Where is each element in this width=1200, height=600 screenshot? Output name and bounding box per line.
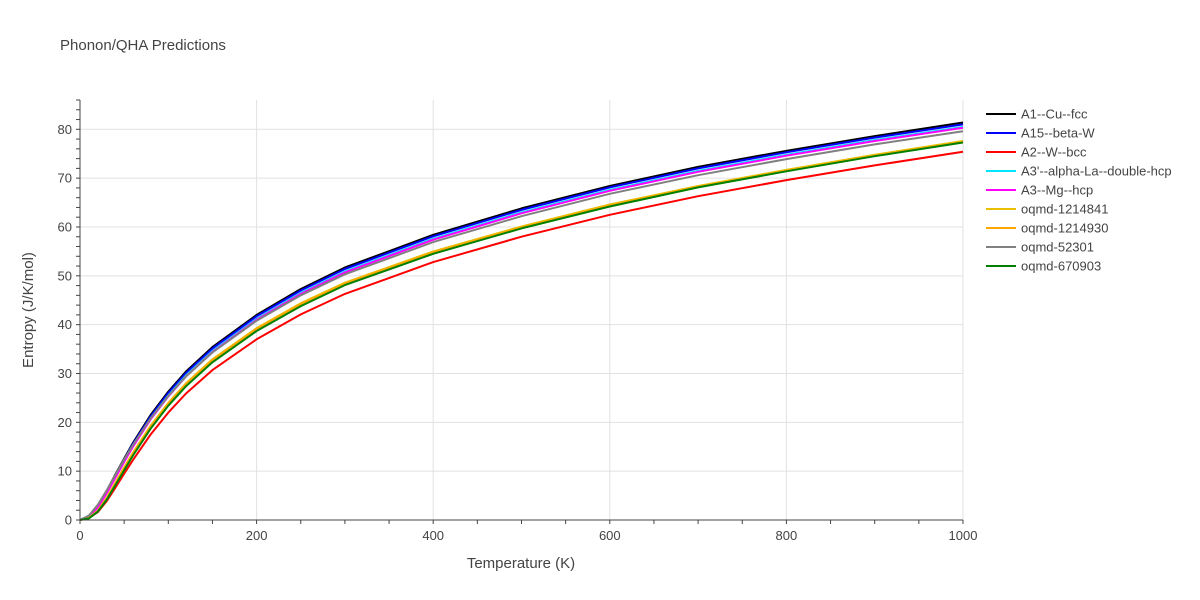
y-tick-label: 40 <box>58 317 72 332</box>
series-line-4[interactable] <box>79 126 964 521</box>
series-line-1[interactable] <box>79 123 964 521</box>
legend-label: oqmd-1214841 <box>1021 202 1108 217</box>
series-line-7[interactable] <box>79 130 964 521</box>
legend-item[interactable]: A2--W--bcc <box>986 145 1087 160</box>
legend-label: A2--W--bcc <box>1021 145 1087 160</box>
x-tick-label: 800 <box>776 528 798 543</box>
legend-label: A3--Mg--hcp <box>1021 183 1093 198</box>
y-tick-label: 30 <box>58 366 72 381</box>
y-tick-label: 0 <box>65 513 72 528</box>
grid <box>80 100 964 520</box>
y-tick-label: 80 <box>58 122 72 137</box>
series-line-2[interactable] <box>79 150 964 521</box>
x-tick-label: 400 <box>422 528 444 543</box>
legend-item[interactable]: oqmd-1214841 <box>986 202 1108 217</box>
x-tick-label: 600 <box>599 528 621 543</box>
legend-item[interactable]: oqmd-52301 <box>986 240 1094 255</box>
series-line-0[interactable] <box>79 121 964 521</box>
legend-label: A3'--alpha-La--double-hcp <box>1021 164 1172 179</box>
y-tick-label: 50 <box>58 268 72 283</box>
y-axis-title: Entropy (J/K/mol) <box>20 252 37 368</box>
series-line-3[interactable] <box>79 125 964 521</box>
legend-item[interactable]: A1--Cu--fcc <box>986 107 1088 122</box>
chart-title: Phonon/QHA Predictions <box>60 37 226 54</box>
legend-item[interactable]: oqmd-670903 <box>986 259 1101 274</box>
series-line-6[interactable] <box>79 141 964 521</box>
y-tick-label: 60 <box>58 219 72 234</box>
legend[interactable]: A1--Cu--fcc A15--beta-W A2--W--bcc A3'--alp… <box>986 107 1172 274</box>
legend-label: oqmd-52301 <box>1021 240 1094 255</box>
y-tick-label: 20 <box>58 415 72 430</box>
axes: 0 200 400 600 800 1000 0 10 20 30 40 50 60 70 80 <box>58 99 978 543</box>
legend-label: A15--beta-W <box>1021 126 1095 141</box>
x-tick-label: 200 <box>246 528 268 543</box>
y-tick-label: 10 <box>58 464 72 479</box>
legend-item[interactable]: oqmd-1214930 <box>986 221 1108 236</box>
series-line-8[interactable] <box>79 141 964 521</box>
plot-area <box>79 121 964 521</box>
legend-item[interactable]: A15--beta-W <box>986 126 1095 141</box>
x-tick-label: 1000 <box>949 528 978 543</box>
legend-label: oqmd-1214930 <box>1021 221 1108 236</box>
legend-label: A1--Cu--fcc <box>1021 107 1088 122</box>
x-tick-label: 0 <box>76 528 83 543</box>
x-axis-title: Temperature (K) <box>467 555 575 572</box>
legend-label: oqmd-670903 <box>1021 259 1101 274</box>
legend-item[interactable]: A3'--alpha-La--double-hcp <box>986 164 1172 179</box>
series-line-5[interactable] <box>79 140 964 521</box>
y-tick-label: 70 <box>58 171 72 186</box>
legend-item[interactable]: A3--Mg--hcp <box>986 183 1093 198</box>
